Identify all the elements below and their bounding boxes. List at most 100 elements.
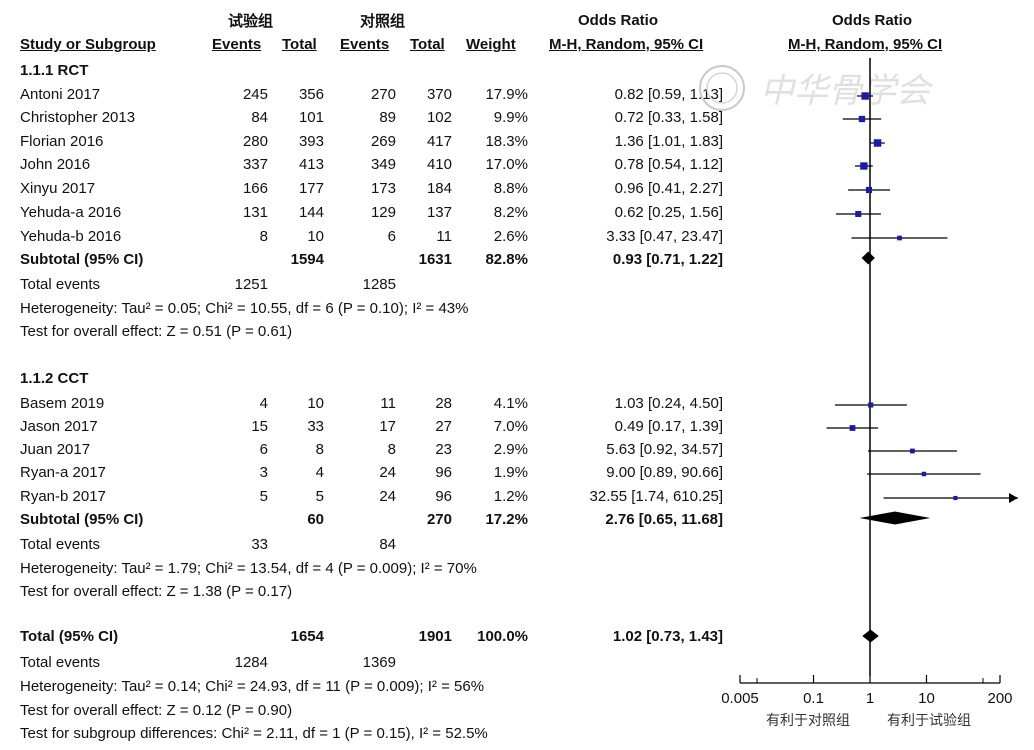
ci-value: 0.72 [0.33, 1.58] <box>614 109 723 126</box>
study-marker <box>873 139 882 147</box>
study-name: Juan 2017 <box>20 441 91 458</box>
pooled-diamond <box>859 511 931 525</box>
header-method-right: M-H, Random, 95% CI <box>788 36 943 53</box>
study-name: Xinyu 2017 <box>20 180 96 197</box>
total-events-exp: 33 <box>251 536 268 553</box>
study-name: Ryan-b 2017 <box>20 488 106 505</box>
events-ctl: 6 <box>387 228 396 245</box>
subgroup-difference-text: Test for subgroup differences: Chi² = 2.… <box>20 725 488 742</box>
study-marker <box>921 471 927 477</box>
favours-experimental-label: 有利于试验组 <box>887 713 971 729</box>
total-events-ctl: 1285 <box>362 276 396 293</box>
events-exp: 84 <box>251 109 268 126</box>
pooled-diamond <box>861 251 875 265</box>
events-exp: 4 <box>259 395 268 412</box>
total-exp: 5 <box>315 488 324 505</box>
total-exp: 356 <box>298 86 324 103</box>
ci-value: 5.63 [0.92, 34.57] <box>606 441 723 458</box>
subtotal-ci: 2.76 [0.65, 11.68] <box>605 511 723 528</box>
study-name: Yehuda-a 2016 <box>20 204 122 221</box>
header-total-exp: Total <box>282 36 317 53</box>
header-method-left: M-H, Random, 95% CI <box>549 36 704 53</box>
total-events-label: Total events <box>20 276 101 293</box>
total-ctl: 410 <box>426 156 452 173</box>
total-ctl: 370 <box>426 86 452 103</box>
events-exp: 15 <box>251 418 268 435</box>
total-exp: 413 <box>298 156 324 173</box>
subtotal-weight: 82.8% <box>485 251 528 268</box>
subgroup-title: 1.1.1 RCT <box>20 62 89 79</box>
study-name: Jason 2017 <box>20 418 98 435</box>
study-name: Yehuda-b 2016 <box>20 228 122 245</box>
ci-value: 9.00 [0.89, 90.66] <box>606 464 723 481</box>
study-marker <box>860 162 868 170</box>
watermark: 中华骨学会 <box>699 65 934 111</box>
events-exp: 3 <box>259 464 268 481</box>
total-events-exp: 1284 <box>234 654 268 671</box>
ci-value: 1.03 [0.24, 4.50] <box>614 395 723 412</box>
events-exp: 8 <box>259 228 268 245</box>
header-odds-ratio-right: Odds Ratio <box>832 12 913 29</box>
favours-control-label: 有利于对照组 <box>766 713 850 729</box>
total-label: Total (95% CI) <box>20 628 119 645</box>
subtotal-total-exp: 60 <box>307 511 324 528</box>
total-ctl: 11 <box>436 228 452 245</box>
overall-effect-text: Test for overall effect: Z = 0.12 (P = 0… <box>20 702 293 719</box>
ci-arrow-icon <box>1009 493 1018 503</box>
study-name: Basem 2019 <box>20 395 105 412</box>
subtotal-total-ctl: 1631 <box>418 251 452 268</box>
events-ctl: 129 <box>370 204 396 221</box>
total-ctl: 417 <box>426 133 452 150</box>
ci-value: 0.96 [0.41, 2.27] <box>614 180 723 197</box>
study-marker <box>953 495 958 501</box>
header-group-experimental: 试验组 <box>228 12 274 30</box>
events-exp: 166 <box>242 180 268 197</box>
header-odds-ratio-left: Odds Ratio <box>578 12 659 29</box>
total-ctl: 102 <box>426 109 452 126</box>
x-axis-tick-label: 0.005 <box>721 690 759 707</box>
total-exp: 101 <box>298 109 324 126</box>
study-marker <box>861 92 869 100</box>
total-exp: 8 <box>315 441 324 458</box>
total-ci: 1.02 [0.73, 1.43] <box>612 628 723 645</box>
events-ctl: 270 <box>370 86 396 103</box>
events-ctl: 24 <box>379 488 396 505</box>
total-exp: 4 <box>315 464 324 481</box>
events-ctl: 17 <box>379 418 396 435</box>
weight-value: 17.9% <box>485 86 528 103</box>
pooled-diamond <box>862 629 879 643</box>
total-total-exp: 1654 <box>290 628 324 645</box>
ci-value: 0.62 [0.25, 1.56] <box>614 204 723 221</box>
total-events-label: Total events <box>20 654 101 671</box>
weight-value: 8.8% <box>493 180 528 197</box>
study-marker <box>855 210 862 218</box>
events-ctl: 89 <box>379 109 396 126</box>
study-name: Antoni 2017 <box>20 86 101 103</box>
total-events-label: Total events <box>20 536 101 553</box>
ci-value: 0.49 [0.17, 1.39] <box>614 418 723 435</box>
events-ctl: 24 <box>379 464 396 481</box>
subgroup-title: 1.1.2 CCT <box>20 370 89 387</box>
x-axis-tick-label: 1 <box>866 690 874 707</box>
study-marker <box>858 115 866 123</box>
total-ctl: 28 <box>435 395 452 412</box>
weight-value: 8.2% <box>493 204 528 221</box>
weight-value: 1.2% <box>493 488 528 505</box>
subtotal-label: Subtotal (95% CI) <box>20 511 144 528</box>
total-exp: 10 <box>307 395 324 412</box>
events-exp: 6 <box>259 441 268 458</box>
total-exp: 10 <box>307 228 324 245</box>
subtotal-weight: 17.2% <box>485 511 528 528</box>
ci-value: 32.55 [1.74, 610.25] <box>589 488 723 505</box>
weight-value: 18.3% <box>485 133 528 150</box>
events-exp: 280 <box>242 133 268 150</box>
weight-value: 7.0% <box>493 418 528 435</box>
total-events-ctl: 84 <box>379 536 396 553</box>
total-exp: 393 <box>298 133 324 150</box>
study-marker <box>865 186 873 194</box>
watermark-seal-icon <box>699 65 745 111</box>
total-exp: 144 <box>298 204 324 221</box>
subtotal-total-exp: 1594 <box>290 251 324 268</box>
heterogeneity-text: Heterogeneity: Tau² = 0.05; Chi² = 10.55… <box>20 300 469 317</box>
